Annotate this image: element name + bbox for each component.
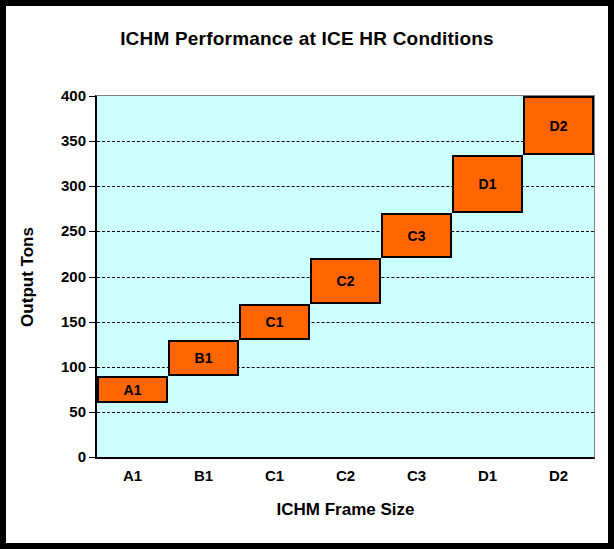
- y-tick-label: 0: [30, 448, 86, 466]
- gridline: [97, 231, 594, 232]
- range-bar-c2: C2: [310, 258, 381, 304]
- y-tick-label: 200: [30, 268, 86, 286]
- bar-data-label: A1: [124, 382, 142, 398]
- y-tick-mark: [89, 322, 96, 323]
- bar-data-label: C2: [337, 273, 355, 289]
- bar-data-label: D2: [550, 118, 568, 134]
- y-tick-label: 300: [30, 177, 86, 195]
- bar-data-label: C3: [408, 228, 426, 244]
- y-tick-mark: [89, 231, 96, 232]
- chart-frame: ICHM Performance at ICE HR Conditions Ou…: [0, 0, 614, 549]
- range-bar-c3: C3: [381, 213, 452, 258]
- gridline: [97, 141, 594, 142]
- bar-data-label: C1: [266, 314, 284, 330]
- y-tick-mark: [89, 96, 96, 97]
- plot-area: A1 B1 C1 C2 C3 D1 D2: [95, 95, 595, 459]
- y-tick-mark: [89, 186, 96, 187]
- y-tick-label: 50: [30, 403, 86, 421]
- x-tick-label: B1: [168, 467, 239, 484]
- range-bar-b1: B1: [168, 340, 239, 376]
- chart-title: ICHM Performance at ICE HR Conditions: [6, 28, 608, 50]
- y-tick-label: 350: [30, 132, 86, 150]
- y-tick-label: 250: [30, 222, 86, 240]
- y-tick-mark: [89, 277, 96, 278]
- bar-data-label: D1: [479, 176, 497, 192]
- x-tick-label: D2: [523, 467, 594, 484]
- y-tick-label: 150: [30, 313, 86, 331]
- y-tick-mark: [89, 367, 96, 368]
- y-tick-label: 100: [30, 358, 86, 376]
- x-tick-label: C1: [239, 467, 310, 484]
- y-tick-mark: [89, 457, 96, 458]
- range-bar-d1: D1: [452, 155, 523, 213]
- y-tick-mark: [89, 141, 96, 142]
- x-tick-label: C3: [381, 467, 452, 484]
- x-tick-label: D1: [452, 467, 523, 484]
- x-axis-title: ICHM Frame Size: [97, 500, 594, 520]
- gridline: [97, 322, 594, 323]
- y-tick-mark: [89, 412, 96, 413]
- y-tick-label: 400: [30, 87, 86, 105]
- x-tick-label: A1: [97, 467, 168, 484]
- gridline: [97, 412, 594, 413]
- range-bar-d2: D2: [523, 96, 594, 155]
- bar-data-label: B1: [195, 350, 213, 366]
- range-bar-a1: A1: [97, 376, 168, 403]
- x-tick-label: C2: [310, 467, 381, 484]
- range-bar-c1: C1: [239, 304, 310, 340]
